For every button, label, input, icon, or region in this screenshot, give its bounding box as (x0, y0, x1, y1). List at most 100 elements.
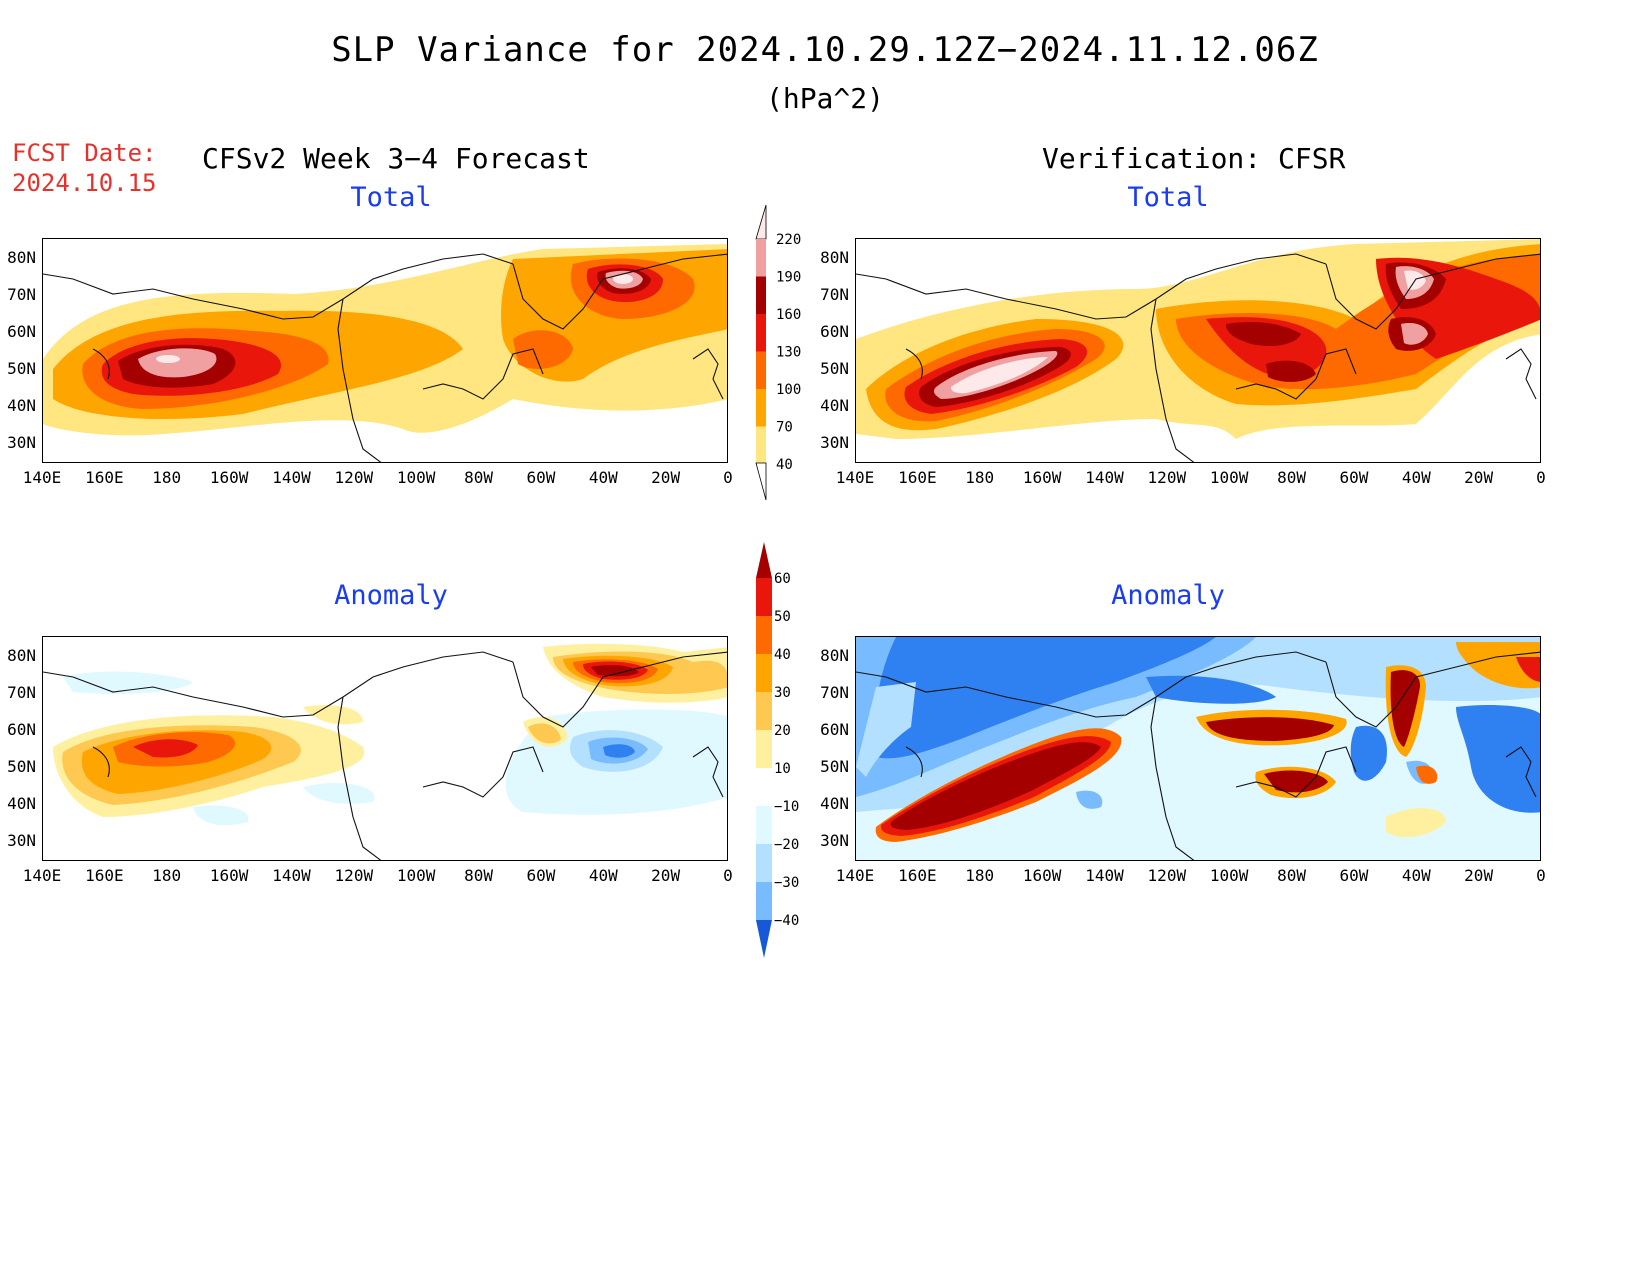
fcst-anomaly-lon-label: 80W (464, 866, 493, 885)
verif-total-lon-label: 0 (1536, 468, 1546, 487)
anomaly-colorbar: 60 50 40 30 20 10 −10 −20 −30 −40 (756, 542, 799, 958)
fcst-total-lon-label: 160W (209, 468, 249, 487)
total-colorbar-box (756, 389, 766, 427)
total-colorbar-label: 100 (776, 382, 801, 398)
verif-anomaly-map (855, 636, 1541, 861)
forecast-column-header: CFSv2 Week 3−4 Forecast (202, 142, 590, 175)
anomaly-colorbar-box (756, 578, 772, 616)
verif-total-lat-label: 60N (820, 322, 849, 341)
verif-total-lon-label: 160W (1022, 468, 1062, 487)
verif-total-lon-label: 160E (898, 468, 937, 487)
fcst-anomaly-lat-label: 50N (7, 757, 36, 776)
total-colorbar-label: 130 (776, 345, 801, 361)
anomaly-colorbar-label: 20 (774, 723, 791, 739)
anomaly-colorbar-label: −40 (774, 913, 799, 929)
verif-total-lon-label: 60W (1339, 468, 1369, 487)
verif-total-lon-label: 40W (1401, 468, 1431, 487)
total-colorbar-box (756, 351, 766, 389)
forecast-date-value: 2024.10.15 (12, 169, 157, 197)
verif-anomaly-lon-label: 40W (1401, 866, 1431, 885)
fcst-anomaly-lat-label: 40N (7, 794, 36, 813)
chart-title: SLP Variance for 2024.10.29.12Z−2024.11.… (331, 30, 1319, 70)
verif-total-lon-label: 180 (965, 468, 995, 487)
total-colorbar-label: 220 (776, 232, 801, 248)
verif-anomaly-lon-label: 120W (1147, 866, 1187, 885)
total-colorbar-top-arrow (755, 204, 767, 240)
fcst-total-lat-label: 60N (7, 322, 36, 341)
total-colorbar-box (756, 426, 766, 464)
fcst-anomaly-lon-label: 180 (152, 866, 182, 885)
fcst-total-lat-label: 80N (7, 248, 36, 267)
total-colorbar-label: 70 (776, 420, 793, 436)
fcst-total-lat-label: 40N (7, 396, 36, 415)
anomaly-colorbar-box (756, 882, 772, 920)
fcst-anomaly-title: Anomaly (334, 580, 448, 611)
fcst-anomaly-lon-label: 160W (209, 866, 249, 885)
fcst-anomaly-lon-label: 20W (651, 866, 681, 885)
verif-anomaly-lat-label: 50N (820, 757, 849, 776)
anomaly-colorbar-box (756, 806, 772, 844)
fcst-anomaly-lon-label: 100W (396, 866, 436, 885)
verif-anomaly-lat-label: 30N (820, 831, 849, 850)
verif-anomaly-lon-label: 60W (1339, 866, 1369, 885)
anomaly-colorbar-label: −30 (774, 875, 799, 891)
fcst-total-lat-label: 70N (7, 285, 36, 304)
verif-total-lat-label: 50N (820, 359, 849, 378)
verif-anomaly-lon-label: 180 (965, 866, 995, 885)
anomaly-colorbar-label: 40 (774, 647, 791, 663)
verif-total-lon-label: 80W (1277, 468, 1306, 487)
verif-anomaly-lon-label: 20W (1464, 866, 1494, 885)
anomaly-colorbar-label: 10 (774, 761, 791, 777)
fcst-total-lat-label: 50N (7, 359, 36, 378)
fcst-total-lat-label: 30N (7, 433, 36, 452)
anomaly-colorbar-label: 60 (774, 571, 791, 587)
anomaly-colorbar-box (756, 844, 772, 882)
total-colorbar-label: 190 (776, 270, 801, 286)
fcst-total-lon-label: 100W (396, 468, 436, 487)
verif-total-lat-label: 30N (820, 433, 849, 452)
fcst-total-lon-label: 120W (334, 468, 374, 487)
anomaly-colorbar-box (756, 768, 772, 806)
verif-anomaly-lat-label: 40N (820, 794, 849, 813)
verif-anomaly-title: Anomaly (1111, 580, 1225, 611)
fcst-total-map (42, 238, 728, 463)
anomaly-colorbar-label: −20 (774, 837, 799, 853)
verif-anomaly-lon-label: 140E (835, 866, 875, 885)
forecast-date-label: FCST Date: (12, 139, 157, 167)
units-label: (hPa^2) (765, 82, 884, 115)
fcst-total-lon-label: 80W (464, 468, 493, 487)
fcst-total-lon-label: 20W (651, 468, 681, 487)
verif-anomaly-lon-label: 160W (1022, 866, 1062, 885)
anomaly-colorbar-top-arrow (756, 542, 772, 578)
fcst-anomaly-lat-label: 70N (7, 683, 36, 702)
fcst-total-lon-label: 160E (85, 468, 124, 487)
verif-anomaly-lat-label: 70N (820, 683, 849, 702)
fcst-anomaly-lon-label: 0 (723, 866, 733, 885)
anomaly-colorbar-box (756, 654, 772, 692)
fcst-anomaly-lon-label: 120W (334, 866, 374, 885)
forecast-date-block: FCST Date: 2024.10.15 (12, 138, 157, 198)
fcst-total-title: Total (350, 182, 432, 213)
total-colorbar: 220 190 160 130 100 70 40 (755, 204, 801, 501)
verif-total-title: Total (1127, 182, 1209, 213)
fcst-total-lon-label: 0 (723, 468, 733, 487)
verif-anomaly-lon-label: 140W (1085, 866, 1124, 885)
fcst-total-lon-label: 40W (588, 468, 618, 487)
verif-anomaly-lat-label: 80N (820, 646, 849, 665)
verif-total-lon-label: 120W (1147, 468, 1187, 487)
verif-total-lon-label: 140W (1085, 468, 1124, 487)
anomaly-colorbar-box (756, 730, 772, 768)
verif-total-lon-label: 100W (1209, 468, 1249, 487)
total-colorbar-bottom-arrow (755, 462, 767, 501)
fcst-anomaly-lon-label: 160E (85, 866, 124, 885)
verif-total-lat-label: 70N (820, 285, 849, 304)
fcst-anomaly-map (42, 636, 728, 861)
anomaly-colorbar-label: −10 (774, 799, 799, 815)
verif-anomaly-lon-label: 0 (1536, 866, 1546, 885)
fcst-anomaly-lat-label: 60N (7, 720, 36, 739)
verif-anomaly-lat-label: 60N (820, 720, 849, 739)
total-colorbar-label: 40 (776, 457, 793, 473)
fcst-anomaly-lon-label: 60W (526, 866, 556, 885)
anomaly-colorbar-box (756, 616, 772, 654)
verif-anomaly-lon-label: 80W (1277, 866, 1306, 885)
